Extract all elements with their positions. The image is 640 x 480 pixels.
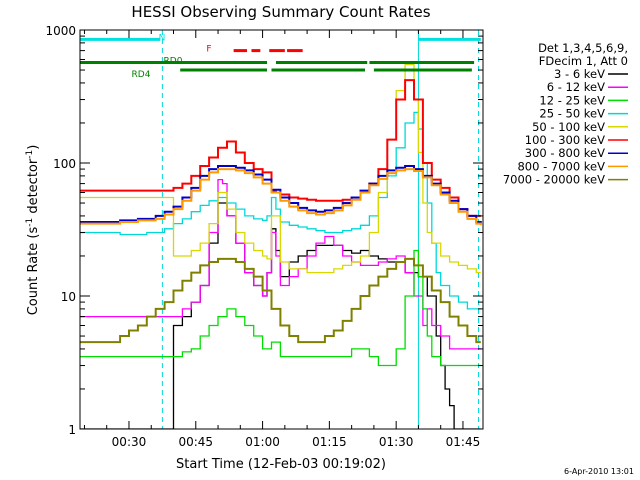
plot-area: N F RD0 RD4: [80, 30, 482, 429]
chart-title: HESSI Observing Summary Count Rates: [131, 3, 430, 21]
legend-header-2: FDecim 1, Att 0: [539, 54, 628, 68]
x-tick-label: 01:15: [312, 435, 347, 449]
plot-frame: [79, 29, 484, 430]
legend-label: 50 - 100 keV: [532, 120, 605, 134]
x-axis-label: Start Time (12-Feb-03 00:19:02): [176, 457, 386, 472]
x-tick-label: 00:30: [112, 435, 147, 449]
y-axis-label-part1: Count Rate (s: [26, 227, 41, 316]
y-axis-label-sup2: -1: [25, 150, 35, 159]
y-tick-label: 10: [61, 290, 76, 304]
y-tick-label: 100: [53, 157, 76, 171]
series-line-4: [80, 111, 481, 310]
y-tick-label: 1000: [45, 24, 76, 38]
legend-label: 100 - 300 keV: [525, 133, 605, 147]
legend-label: 300 - 800 keV: [525, 146, 605, 160]
flag-bar-label: N: [159, 33, 166, 43]
series-line-2: [80, 178, 481, 350]
y-axis-label: Count Rate (s-1 detector-1): [25, 145, 41, 316]
series-line-6: [80, 79, 481, 217]
y-tick-label: 1: [68, 423, 76, 437]
x-tick-label: 01:00: [245, 435, 280, 449]
y-axis-label-part2: detector: [26, 158, 41, 218]
legend-label: 12 - 25 keV: [539, 93, 605, 107]
x-tick-label: 01:30: [379, 435, 414, 449]
axes: 00:30 00:45 01:00 01:15 01:30 01:45 1 10 100 1000: [45, 24, 483, 449]
legend-label: 3 - 6 keV: [554, 67, 605, 81]
x-tick-label: 01:45: [446, 435, 481, 449]
series-line-9: [80, 257, 481, 344]
x-tick-label: 00:45: [178, 435, 213, 449]
legend-header-1: Det 1,3,4,5,6,9,: [538, 41, 628, 55]
flag-bar-label: RD0: [164, 56, 183, 66]
footer-date: 6-Apr-2010 13:01: [564, 467, 634, 476]
series-line-5: [80, 63, 481, 274]
flag-bar-label: RD4: [132, 70, 151, 80]
legend: Det 1,3,4,5,6,9, FDecim 1, Att 0 3 - 6 k…: [503, 41, 628, 187]
series-line-8: [80, 168, 482, 226]
y-axis-label-part3: ): [26, 145, 41, 150]
flag-bar-label: F: [206, 45, 211, 55]
legend-label: 800 - 7000 keV: [517, 159, 605, 173]
series-line-3: [80, 249, 481, 367]
legend-label: 6 - 12 keV: [547, 80, 605, 94]
legend-label: 7000 - 20000 keV: [503, 173, 605, 187]
legend-label: 25 - 50 keV: [539, 107, 605, 121]
y-axis-label-sup1: -1: [25, 218, 35, 227]
